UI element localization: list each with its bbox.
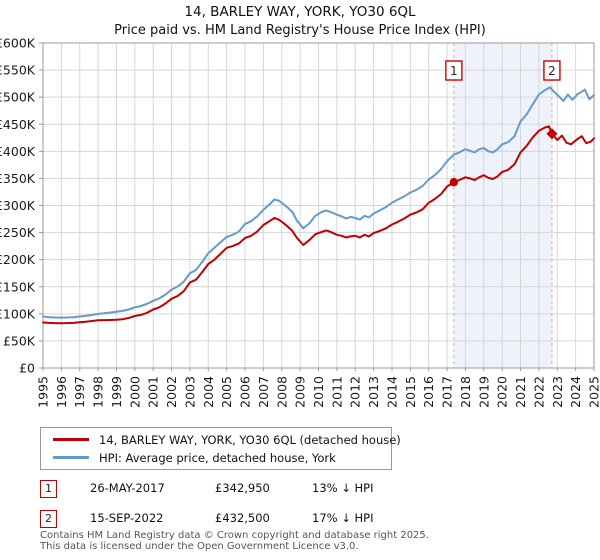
x-tick-label: 2002 — [164, 376, 179, 408]
x-tick-label: 2020 — [495, 376, 510, 408]
x-tick-label: 1997 — [72, 376, 87, 408]
property-line-swatch — [53, 438, 89, 441]
legend-item-hpi: HPI: Average price, detached house, York — [41, 450, 391, 465]
x-tick-label: 2023 — [550, 376, 565, 408]
sale-1-number-badge: 1 — [40, 480, 57, 498]
x-tick-label: 2015 — [403, 376, 418, 408]
y-tick-label: £150K — [0, 279, 36, 294]
sale-1-vs-hpi: 13% ↓ HPI — [312, 481, 374, 495]
sale-row-1: 1 26-MAY-2017 £342,950 13% ↓ HPI — [40, 480, 560, 498]
x-tick-label: 2018 — [458, 376, 473, 408]
hpi-line-swatch — [53, 456, 89, 459]
chart-legend: 14, BARLEY WAY, YORK, YO30 6QL (detached… — [40, 427, 401, 470]
x-tick-label: 1999 — [109, 376, 124, 408]
y-tick-label: £400K — [0, 144, 36, 159]
x-tick-label: 1996 — [54, 376, 69, 408]
sale-row-2: 2 15-SEP-2022 £432,500 17% ↓ HPI — [40, 510, 560, 528]
x-tick-label: 2022 — [531, 376, 546, 408]
x-tick-label: 2005 — [219, 376, 234, 408]
x-tick-label: 2004 — [201, 376, 216, 408]
x-tick-label: 1995 — [36, 376, 51, 408]
x-tick-label: 2012 — [348, 376, 363, 408]
x-tick-label: 2001 — [146, 376, 161, 408]
page-title: 14, BARLEY WAY, YORK, YO30 6QL — [184, 4, 416, 20]
sale-1-date: 26-MAY-2017 — [90, 481, 165, 495]
y-tick-label: £300K — [0, 198, 36, 213]
y-tick-label: £50K — [3, 333, 36, 348]
y-tick-label: £0 — [19, 361, 35, 376]
legend-label-property: 14, BARLEY WAY, YORK, YO30 6QL (detached… — [99, 432, 401, 447]
x-tick-label: 2009 — [293, 376, 308, 408]
license-footer: Contains HM Land Registry data © Crown c… — [40, 530, 600, 552]
y-tick-label: £200K — [0, 252, 36, 267]
sale-number-label: 2 — [548, 64, 556, 78]
plot-border — [42, 42, 595, 369]
sale-2-date: 15-SEP-2022 — [90, 511, 164, 525]
x-tick-label: 2011 — [329, 376, 344, 408]
sale-2-vs-hpi: 17% ↓ HPI — [312, 511, 374, 525]
x-tick-label: 2014 — [384, 376, 399, 408]
sale-number-box — [543, 60, 561, 81]
x-tick-label: 2013 — [366, 376, 381, 408]
sale-marker-point — [546, 128, 558, 140]
y-tick-label: £600K — [0, 36, 36, 51]
hpi-series-line — [42, 86, 595, 319]
y-tick-label: £250K — [0, 225, 36, 240]
x-tick-label: 2007 — [256, 376, 271, 408]
sale-number-box — [445, 60, 463, 81]
x-tick-label: 2017 — [440, 376, 455, 408]
sale-marker-point — [449, 178, 459, 187]
x-tick-label: 2019 — [476, 376, 491, 408]
x-tick-label: 2010 — [311, 376, 326, 408]
x-tick-label: 2016 — [421, 376, 436, 408]
x-tick-label: 2021 — [513, 376, 528, 408]
sale-1-price: £342,950 — [215, 481, 270, 495]
footer-line-1: Contains HM Land Registry data © Crown c… — [40, 530, 429, 541]
x-tick-label: 2006 — [238, 376, 253, 408]
x-tick-label: 2003 — [182, 376, 197, 408]
sale-2-number-badge: 2 — [40, 510, 57, 528]
x-tick-label: 2025 — [587, 376, 600, 408]
price-chart: 1 2 £0 £50K £100K £150K £200K £250K £300K £350K £4… — [0, 36, 600, 408]
y-tick-label: £100K — [0, 306, 36, 321]
x-tick-label: 1998 — [91, 376, 106, 408]
footer-line-2: This data is licensed under the Open Gov… — [40, 540, 359, 552]
y-tick-label: £550K — [0, 63, 36, 78]
sale-2-price: £432,500 — [215, 511, 270, 525]
property-series-line — [42, 125, 595, 325]
y-tick-label: £350K — [0, 171, 36, 186]
y-tick-label: £450K — [0, 117, 36, 132]
y-tick-label: £500K — [0, 90, 36, 105]
sale-number-label: 1 — [450, 64, 458, 78]
legend-label-hpi: HPI: Average price, detached house, York — [99, 450, 336, 465]
x-tick-label: 2008 — [274, 376, 289, 408]
x-tick-label: 2024 — [568, 376, 583, 408]
legend-item-property: 14, BARLEY WAY, YORK, YO30 6QL (detached… — [41, 432, 401, 447]
x-tick-label: 2000 — [127, 376, 142, 408]
page-subtitle: Price paid vs. HM Land Registry's House … — [114, 23, 486, 38]
